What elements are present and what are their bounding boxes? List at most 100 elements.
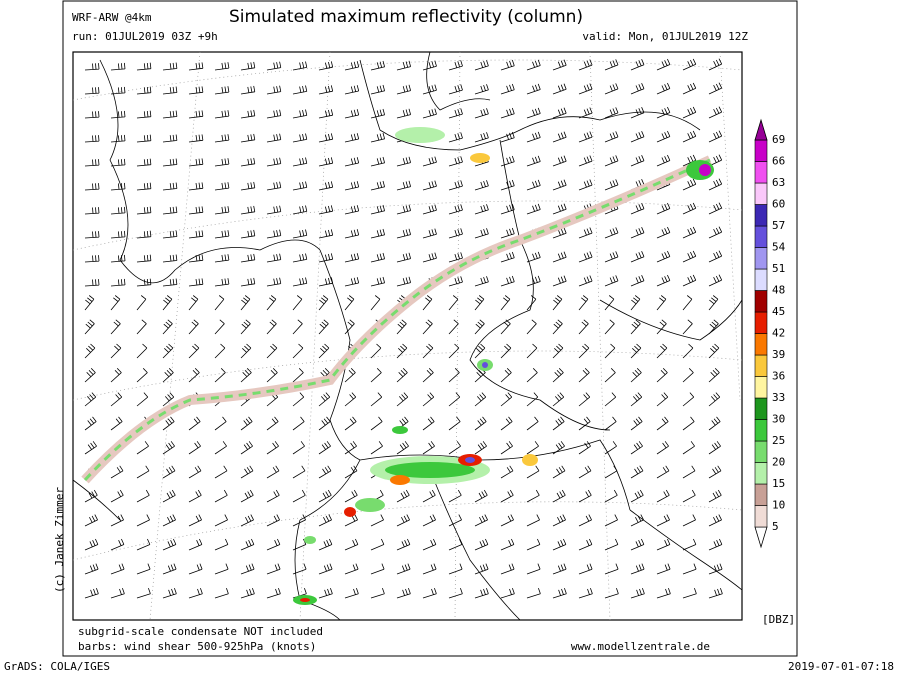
barb bbox=[188, 514, 202, 527]
barb bbox=[396, 368, 408, 383]
barb bbox=[526, 275, 541, 287]
barb bbox=[240, 587, 255, 599]
barb bbox=[344, 587, 359, 599]
barb bbox=[552, 441, 565, 455]
barb bbox=[448, 180, 463, 191]
barb bbox=[214, 514, 228, 527]
colorbar-box bbox=[754, 354, 768, 377]
barb bbox=[396, 441, 409, 455]
barb bbox=[84, 587, 99, 599]
barb bbox=[552, 251, 567, 263]
barb bbox=[266, 109, 282, 119]
barb bbox=[84, 111, 100, 119]
barb bbox=[370, 587, 385, 599]
barb bbox=[344, 563, 359, 575]
barb bbox=[344, 277, 360, 287]
barb bbox=[526, 441, 539, 455]
barb bbox=[370, 563, 385, 575]
barb bbox=[214, 230, 230, 239]
barb bbox=[422, 489, 436, 503]
barb bbox=[370, 538, 385, 551]
barb bbox=[422, 228, 437, 239]
colorbar-label: 33 bbox=[772, 391, 785, 404]
barb bbox=[422, 441, 435, 455]
barb bbox=[240, 277, 256, 287]
barb bbox=[526, 251, 541, 263]
barb bbox=[214, 319, 225, 335]
barb bbox=[552, 319, 563, 335]
barb bbox=[474, 514, 488, 527]
barb bbox=[474, 108, 489, 119]
barb bbox=[318, 416, 331, 431]
barb bbox=[162, 343, 174, 359]
barb bbox=[110, 465, 124, 479]
colorbar-label: 42 bbox=[772, 327, 785, 340]
barb bbox=[266, 343, 278, 359]
barb bbox=[682, 130, 697, 143]
barb bbox=[500, 131, 515, 143]
barb bbox=[84, 159, 100, 167]
barb bbox=[500, 295, 511, 311]
barb bbox=[110, 587, 125, 599]
barb bbox=[526, 179, 541, 191]
barb bbox=[448, 538, 463, 551]
barb bbox=[604, 131, 619, 143]
barb bbox=[708, 587, 723, 599]
colorbar-box bbox=[754, 440, 768, 463]
barb bbox=[292, 253, 308, 263]
barb bbox=[682, 392, 695, 407]
barb bbox=[682, 465, 696, 479]
barb bbox=[630, 563, 645, 575]
barb bbox=[344, 229, 360, 239]
barb bbox=[344, 133, 360, 143]
colorbar-box bbox=[754, 247, 768, 270]
barb bbox=[396, 343, 408, 359]
barb bbox=[344, 295, 355, 311]
barb bbox=[292, 61, 308, 71]
barb bbox=[604, 465, 618, 479]
barb bbox=[422, 252, 437, 263]
barb bbox=[552, 465, 566, 479]
colorbar-box bbox=[754, 182, 768, 205]
barb bbox=[448, 276, 463, 287]
barb bbox=[656, 489, 670, 503]
barb bbox=[630, 538, 645, 551]
barb bbox=[292, 343, 304, 359]
barb bbox=[526, 131, 541, 143]
barb bbox=[682, 489, 696, 503]
barb bbox=[578, 251, 593, 263]
barb bbox=[292, 441, 305, 455]
barb bbox=[474, 228, 489, 239]
barb bbox=[604, 83, 619, 95]
barb bbox=[448, 563, 463, 575]
barb bbox=[188, 465, 202, 479]
barb bbox=[708, 319, 719, 335]
barb bbox=[110, 86, 126, 95]
barb bbox=[292, 205, 308, 215]
barb bbox=[500, 416, 513, 431]
barb bbox=[656, 154, 671, 167]
barb bbox=[188, 489, 202, 503]
barb bbox=[266, 563, 281, 575]
barb bbox=[630, 295, 641, 311]
barb bbox=[162, 563, 177, 575]
barb bbox=[188, 230, 204, 239]
barb bbox=[526, 295, 537, 311]
barb bbox=[682, 514, 696, 527]
barb bbox=[110, 278, 126, 287]
barb bbox=[500, 83, 515, 95]
barb bbox=[240, 205, 256, 215]
barb bbox=[474, 84, 489, 95]
barb bbox=[370, 295, 381, 311]
barb bbox=[682, 295, 693, 311]
barb bbox=[136, 295, 147, 311]
barb bbox=[266, 465, 280, 479]
barb bbox=[370, 514, 384, 527]
barb bbox=[656, 587, 671, 599]
barb bbox=[448, 416, 461, 431]
barb bbox=[500, 368, 512, 383]
valid-label: valid: Mon, 01JUL2019 12Z bbox=[582, 30, 748, 43]
barb bbox=[656, 465, 670, 479]
barb bbox=[448, 156, 463, 167]
barb bbox=[344, 181, 360, 191]
